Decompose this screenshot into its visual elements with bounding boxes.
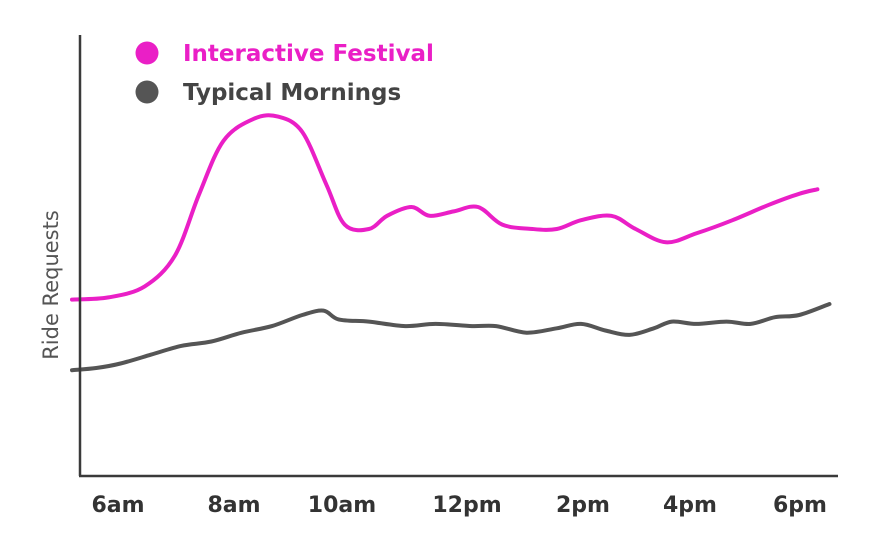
x-tick-label: 6pm bbox=[773, 493, 827, 518]
series-line-typical-mornings bbox=[70, 302, 832, 373]
legend: Interactive Festival Typical Mornings bbox=[135, 41, 434, 106]
series-line-interactive-festival bbox=[70, 113, 820, 302]
x-tick-label: 4pm bbox=[663, 493, 717, 518]
x-tick-label: 10am bbox=[308, 493, 376, 518]
x-tick-label: 6am bbox=[91, 493, 144, 518]
series-layer bbox=[70, 113, 832, 373]
x-tick-labels: 6am 8am 10am 12pm 2pm 4pm 6pm bbox=[91, 493, 827, 518]
legend-label-typical-mornings: Typical Mornings bbox=[183, 80, 401, 106]
x-tick-label: 8am bbox=[207, 493, 260, 518]
legend-marker-interactive-festival bbox=[135, 41, 159, 65]
legend-marker-typical-mornings bbox=[135, 80, 159, 104]
y-axis-title: Ride Requests bbox=[39, 210, 63, 360]
x-tick-label: 12pm bbox=[432, 493, 501, 518]
legend-label-interactive-festival: Interactive Festival bbox=[183, 41, 434, 67]
x-tick-label: 2pm bbox=[556, 493, 610, 518]
